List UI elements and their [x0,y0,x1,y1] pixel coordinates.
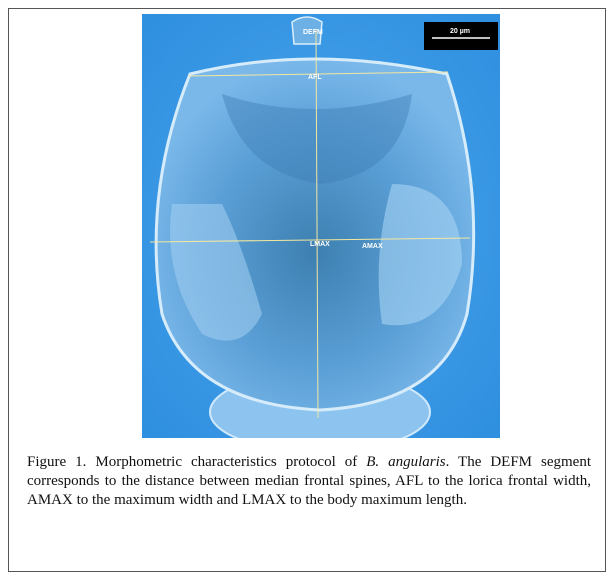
label-lmax: LMAX [310,241,330,248]
scale-bar-label: 20 µm [450,28,470,35]
label-defm: DEFM [303,29,323,36]
label-amax: AMAX [362,243,383,250]
caption-species: B. angularis [366,454,445,470]
micrograph: DEFM AFL LMAX AMAX 20 µm [142,14,500,438]
caption: Figure 1. Morphometric characteristics p… [27,453,591,510]
caption-lead: Figure 1. Morphometric characteristics p… [27,454,366,470]
label-afl: AFL [308,74,322,81]
scale-bar-box [424,22,498,50]
page: DEFM AFL LMAX AMAX 20 µm Figure 1. Morph… [0,0,616,582]
